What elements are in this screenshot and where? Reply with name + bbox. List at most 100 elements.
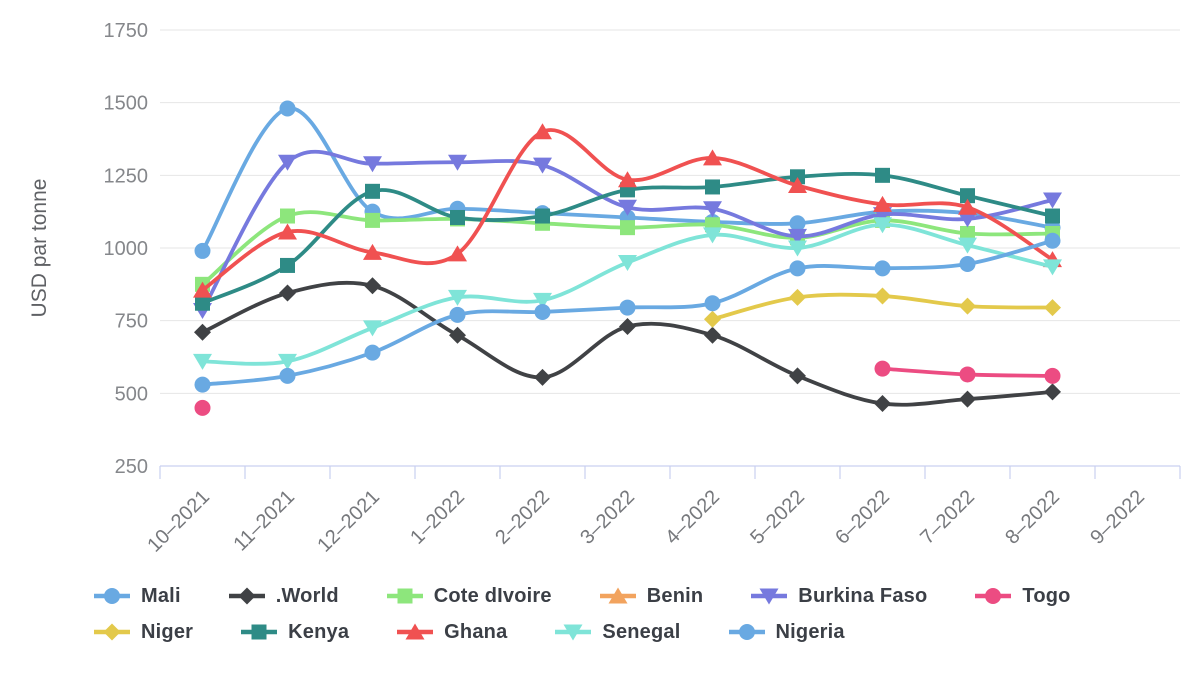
x-tick-label: 9–2022 <box>1086 486 1149 549</box>
nigeria-point-0 <box>194 376 211 393</box>
y-axis-labels: 250 500 750 1000 1250 1500 1750 <box>104 20 149 478</box>
senegal-point-4 <box>533 292 552 309</box>
ghana-point-9 <box>958 198 977 215</box>
togo-point-0 <box>194 399 211 416</box>
legend-marker-senegal-icon <box>555 624 592 641</box>
nigeria-point-3 <box>449 306 466 323</box>
legend-item-mali[interactable]: Mali <box>92 585 181 608</box>
burkina-faso-point-4 <box>533 157 552 174</box>
kenya-point-2 <box>365 183 380 199</box>
ghana-point-4 <box>533 123 552 140</box>
series-cote-divoire <box>195 208 1060 292</box>
series-world <box>194 277 1061 413</box>
legend-item-nigeria[interactable]: Nigeria <box>727 621 845 644</box>
y-tick-label: 1250 <box>104 165 149 187</box>
nigeria-point-4 <box>534 303 551 320</box>
y-tick-label: 500 <box>115 383 148 405</box>
world-point-7 <box>789 367 806 385</box>
legend-label: Nigeria <box>775 620 845 643</box>
niger-point-6 <box>704 310 721 328</box>
niger-point-7 <box>789 288 806 306</box>
legend-glyph-togo <box>985 588 1002 604</box>
series-line-senegal <box>200 222 1055 366</box>
legend-item-cote-divoire[interactable]: Cote dIvoire <box>385 585 552 608</box>
legend-marker-niger-icon <box>94 623 130 641</box>
legend-marker-nigeria-icon <box>728 624 765 640</box>
ghana-point-5 <box>618 171 637 188</box>
legend-item-togo[interactable]: Togo <box>973 585 1070 608</box>
legend-item-ghana[interactable]: Ghana <box>395 621 507 644</box>
legend-label: Cote dIvoire <box>433 584 552 607</box>
gridlines <box>160 29 1180 467</box>
x-tick-label: 2–2022 <box>491 486 554 549</box>
legend-marker-togo-icon <box>975 588 1012 604</box>
legend-marker-world-icon <box>228 587 265 605</box>
legend-item-niger[interactable]: Niger <box>92 621 193 644</box>
kenya-point-4 <box>535 208 550 224</box>
x-tick-label: 6–2022 <box>831 486 894 549</box>
world-point-0 <box>194 323 211 341</box>
kenya-point-9 <box>960 188 975 204</box>
legend-label: Ghana <box>444 620 508 643</box>
togo-point-9 <box>959 366 976 383</box>
x-tick-label: 7–2022 <box>916 486 979 549</box>
series-line-mali <box>200 106 1055 253</box>
burkina-faso-point-7 <box>788 228 807 245</box>
world-point-4 <box>534 368 551 386</box>
senegal-point-3 <box>448 289 467 306</box>
togo-point-8 <box>874 360 891 377</box>
series-kenya <box>195 167 1060 311</box>
mali-point-0 <box>194 242 211 259</box>
burkina-faso-point-10 <box>1043 192 1062 209</box>
ghana-point-0 <box>193 281 212 298</box>
legend-item-senegal[interactable]: Senegal <box>553 621 680 644</box>
legend-glyph-senegal <box>563 624 583 641</box>
world-point-1 <box>279 284 296 302</box>
legend-marker-kenya-icon <box>241 624 278 640</box>
ghana-point-6 <box>703 149 722 166</box>
x-tick-label: 11–2021 <box>229 486 299 556</box>
kenya-point-3 <box>450 209 465 225</box>
niger-point-9 <box>959 297 976 315</box>
senegal-point-10 <box>1043 259 1062 276</box>
world-point-3 <box>449 326 466 344</box>
y-tick-label: 1750 <box>104 20 149 42</box>
y-tick-label: 250 <box>115 456 148 478</box>
legend-item-benin[interactable]: Benin <box>598 585 704 608</box>
senegal-point-7 <box>788 240 807 257</box>
legend-glyph-cote-divoire <box>397 588 413 604</box>
x-tick-label: 5–2022 <box>746 486 809 549</box>
legend-item-world[interactable]: .World <box>227 585 339 608</box>
series-nigeria <box>194 232 1061 393</box>
ghana-point-8 <box>873 195 892 212</box>
legend-item-kenya[interactable]: Kenya <box>239 621 349 644</box>
chart-legend: Mali .World Cote dIvoire Benin Burkina Faso T… <box>0 578 1200 650</box>
ghana-point-2 <box>363 243 382 260</box>
series-niger <box>704 287 1061 328</box>
legend-marker-cote-divoire-icon <box>386 588 423 604</box>
senegal-point-6 <box>703 227 722 244</box>
legend-label: Kenya <box>288 620 350 643</box>
legend-item-burkina-faso[interactable]: Burkina Faso <box>749 585 927 608</box>
x-tick-label: 4–2022 <box>661 486 724 549</box>
togo-point-10 <box>1044 367 1061 384</box>
cote-divoire-point-9 <box>960 225 975 241</box>
legend-glyph-mali <box>104 588 120 604</box>
burkina-faso-point-9 <box>958 211 977 228</box>
niger-point-8 <box>874 287 891 305</box>
series-togo <box>194 360 1061 416</box>
burkina-faso-point-5 <box>618 199 637 216</box>
cote-divoire-point-5 <box>620 220 635 236</box>
legend-label: Burkina Faso <box>798 584 928 607</box>
series-line-burkina-faso <box>200 149 1055 313</box>
series-burkina-faso <box>193 149 1062 319</box>
kenya-point-0 <box>195 295 210 311</box>
world-point-10 <box>1044 383 1061 401</box>
nigeria-point-2 <box>364 344 381 361</box>
legend-marker-burkina-faso-icon <box>751 588 788 605</box>
legend-marker-benin-icon <box>599 587 636 604</box>
legend-marker-mali-icon <box>94 588 130 604</box>
legend-glyph-benin <box>608 587 628 604</box>
